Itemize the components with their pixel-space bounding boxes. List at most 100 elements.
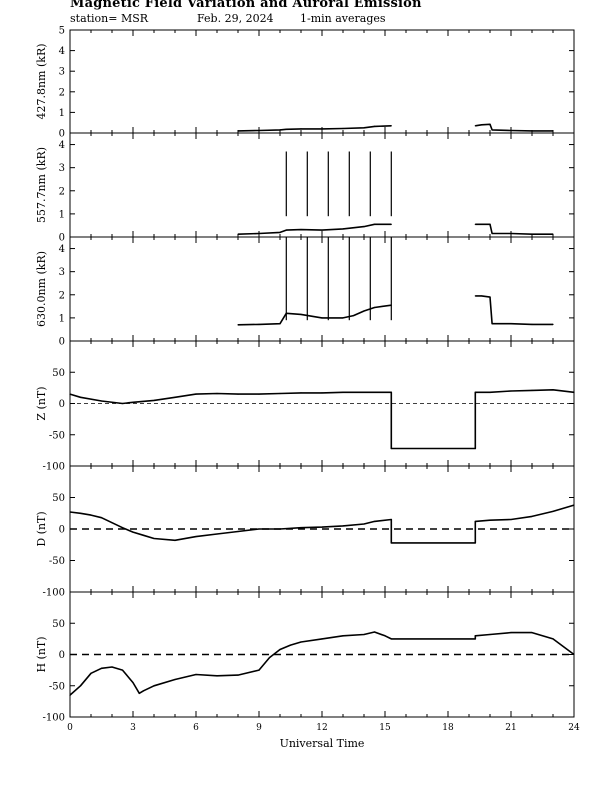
y-tick-label: 0 (59, 650, 65, 661)
series-line (237, 125, 392, 132)
data-point (531, 632, 533, 634)
data-point (195, 535, 197, 538)
data-point (121, 669, 124, 671)
data-point (321, 638, 323, 640)
data-point (300, 128, 302, 130)
data-point (491, 129, 493, 131)
data-point (300, 527, 302, 529)
data-point (342, 127, 344, 130)
x-tick-label: 3 (130, 723, 136, 733)
data-point (258, 669, 260, 671)
data-point (531, 515, 533, 518)
data-point (69, 694, 71, 696)
y-axis-label: Z (nT) (35, 386, 48, 420)
data-point (79, 685, 82, 687)
data-point (552, 323, 554, 325)
data-point (510, 232, 512, 235)
y-tick-label: 1 (59, 209, 65, 220)
series-line (237, 223, 392, 235)
y-axis-label: 427.8nm (kR) (35, 43, 48, 119)
data-point (489, 519, 491, 521)
data-point (121, 402, 124, 405)
panel-1 (69, 29, 575, 134)
y-tick-label: -100 (43, 462, 65, 473)
data-point (195, 393, 197, 395)
data-point (474, 635, 476, 637)
data-point (258, 323, 260, 325)
y-tick-label: 0 (59, 399, 65, 410)
data-point (111, 522, 113, 524)
y-tick-label: 3 (59, 67, 65, 78)
panel-5 (69, 465, 575, 593)
data-point (373, 520, 376, 523)
series-line (69, 388, 575, 450)
y-tick-label: 3 (59, 267, 65, 278)
date-label: Feb. 29, 2024 (197, 12, 274, 25)
y-tick-label: -100 (43, 713, 65, 724)
series-line (475, 295, 553, 326)
data-point (237, 674, 239, 676)
data-point (390, 518, 392, 521)
data-point (153, 399, 155, 401)
y-axis-label: 630.0nm (kR) (35, 251, 48, 327)
panel-frame (69, 132, 575, 238)
series-line (475, 123, 553, 132)
data-point (342, 525, 344, 527)
y-tick-label: -100 (43, 588, 65, 599)
y-tick-label: -50 (49, 430, 65, 441)
data-point (363, 226, 365, 228)
panel-frame (69, 236, 575, 342)
data-point (300, 392, 302, 394)
data-point (285, 229, 287, 231)
data-point (510, 323, 512, 325)
data-point (195, 673, 197, 676)
y-tick-label: 4 (59, 244, 65, 255)
data-point (174, 539, 176, 541)
data-point (300, 313, 302, 316)
series-line (69, 504, 575, 544)
x-tick-label: 15 (379, 723, 391, 733)
data-point (258, 393, 260, 395)
data-point (489, 123, 491, 125)
data-point (552, 130, 554, 132)
y-tick-label: 50 (52, 368, 65, 379)
data-point (237, 130, 239, 132)
y-tick-label: -50 (49, 681, 65, 692)
x-tick-label: 21 (505, 723, 516, 733)
data-point (481, 295, 483, 297)
data-point (474, 520, 476, 523)
data-point (142, 690, 145, 692)
data-point (300, 229, 302, 231)
data-point (69, 511, 71, 513)
y-tick-label: 4 (59, 140, 65, 151)
y-tick-label: 1 (59, 108, 65, 119)
series-line (475, 223, 553, 235)
data-point (279, 528, 281, 530)
data-point (390, 542, 392, 544)
data-point (279, 129, 281, 131)
data-point (111, 666, 113, 668)
data-point (531, 130, 533, 132)
data-point (474, 223, 476, 225)
panel-6 (69, 591, 575, 718)
data-point (216, 675, 218, 677)
data-point (510, 390, 512, 392)
y-tick-label: 2 (59, 290, 65, 301)
station-label: station= MSR (70, 12, 149, 25)
data-point (279, 231, 281, 233)
data-point (573, 504, 575, 506)
x-tick-label: 9 (256, 723, 262, 733)
series-line (237, 304, 392, 326)
data-point (531, 233, 533, 235)
y-tick-label: 1 (59, 313, 65, 324)
data-point (363, 310, 365, 312)
averaging-label: 1-min averages (300, 12, 386, 25)
data-point (268, 657, 271, 659)
y-tick-label: 2 (59, 186, 65, 197)
y-tick-label: 2 (59, 87, 65, 98)
data-point (474, 447, 476, 450)
data-point (90, 514, 92, 516)
data-point (489, 223, 491, 225)
data-point (510, 129, 512, 132)
